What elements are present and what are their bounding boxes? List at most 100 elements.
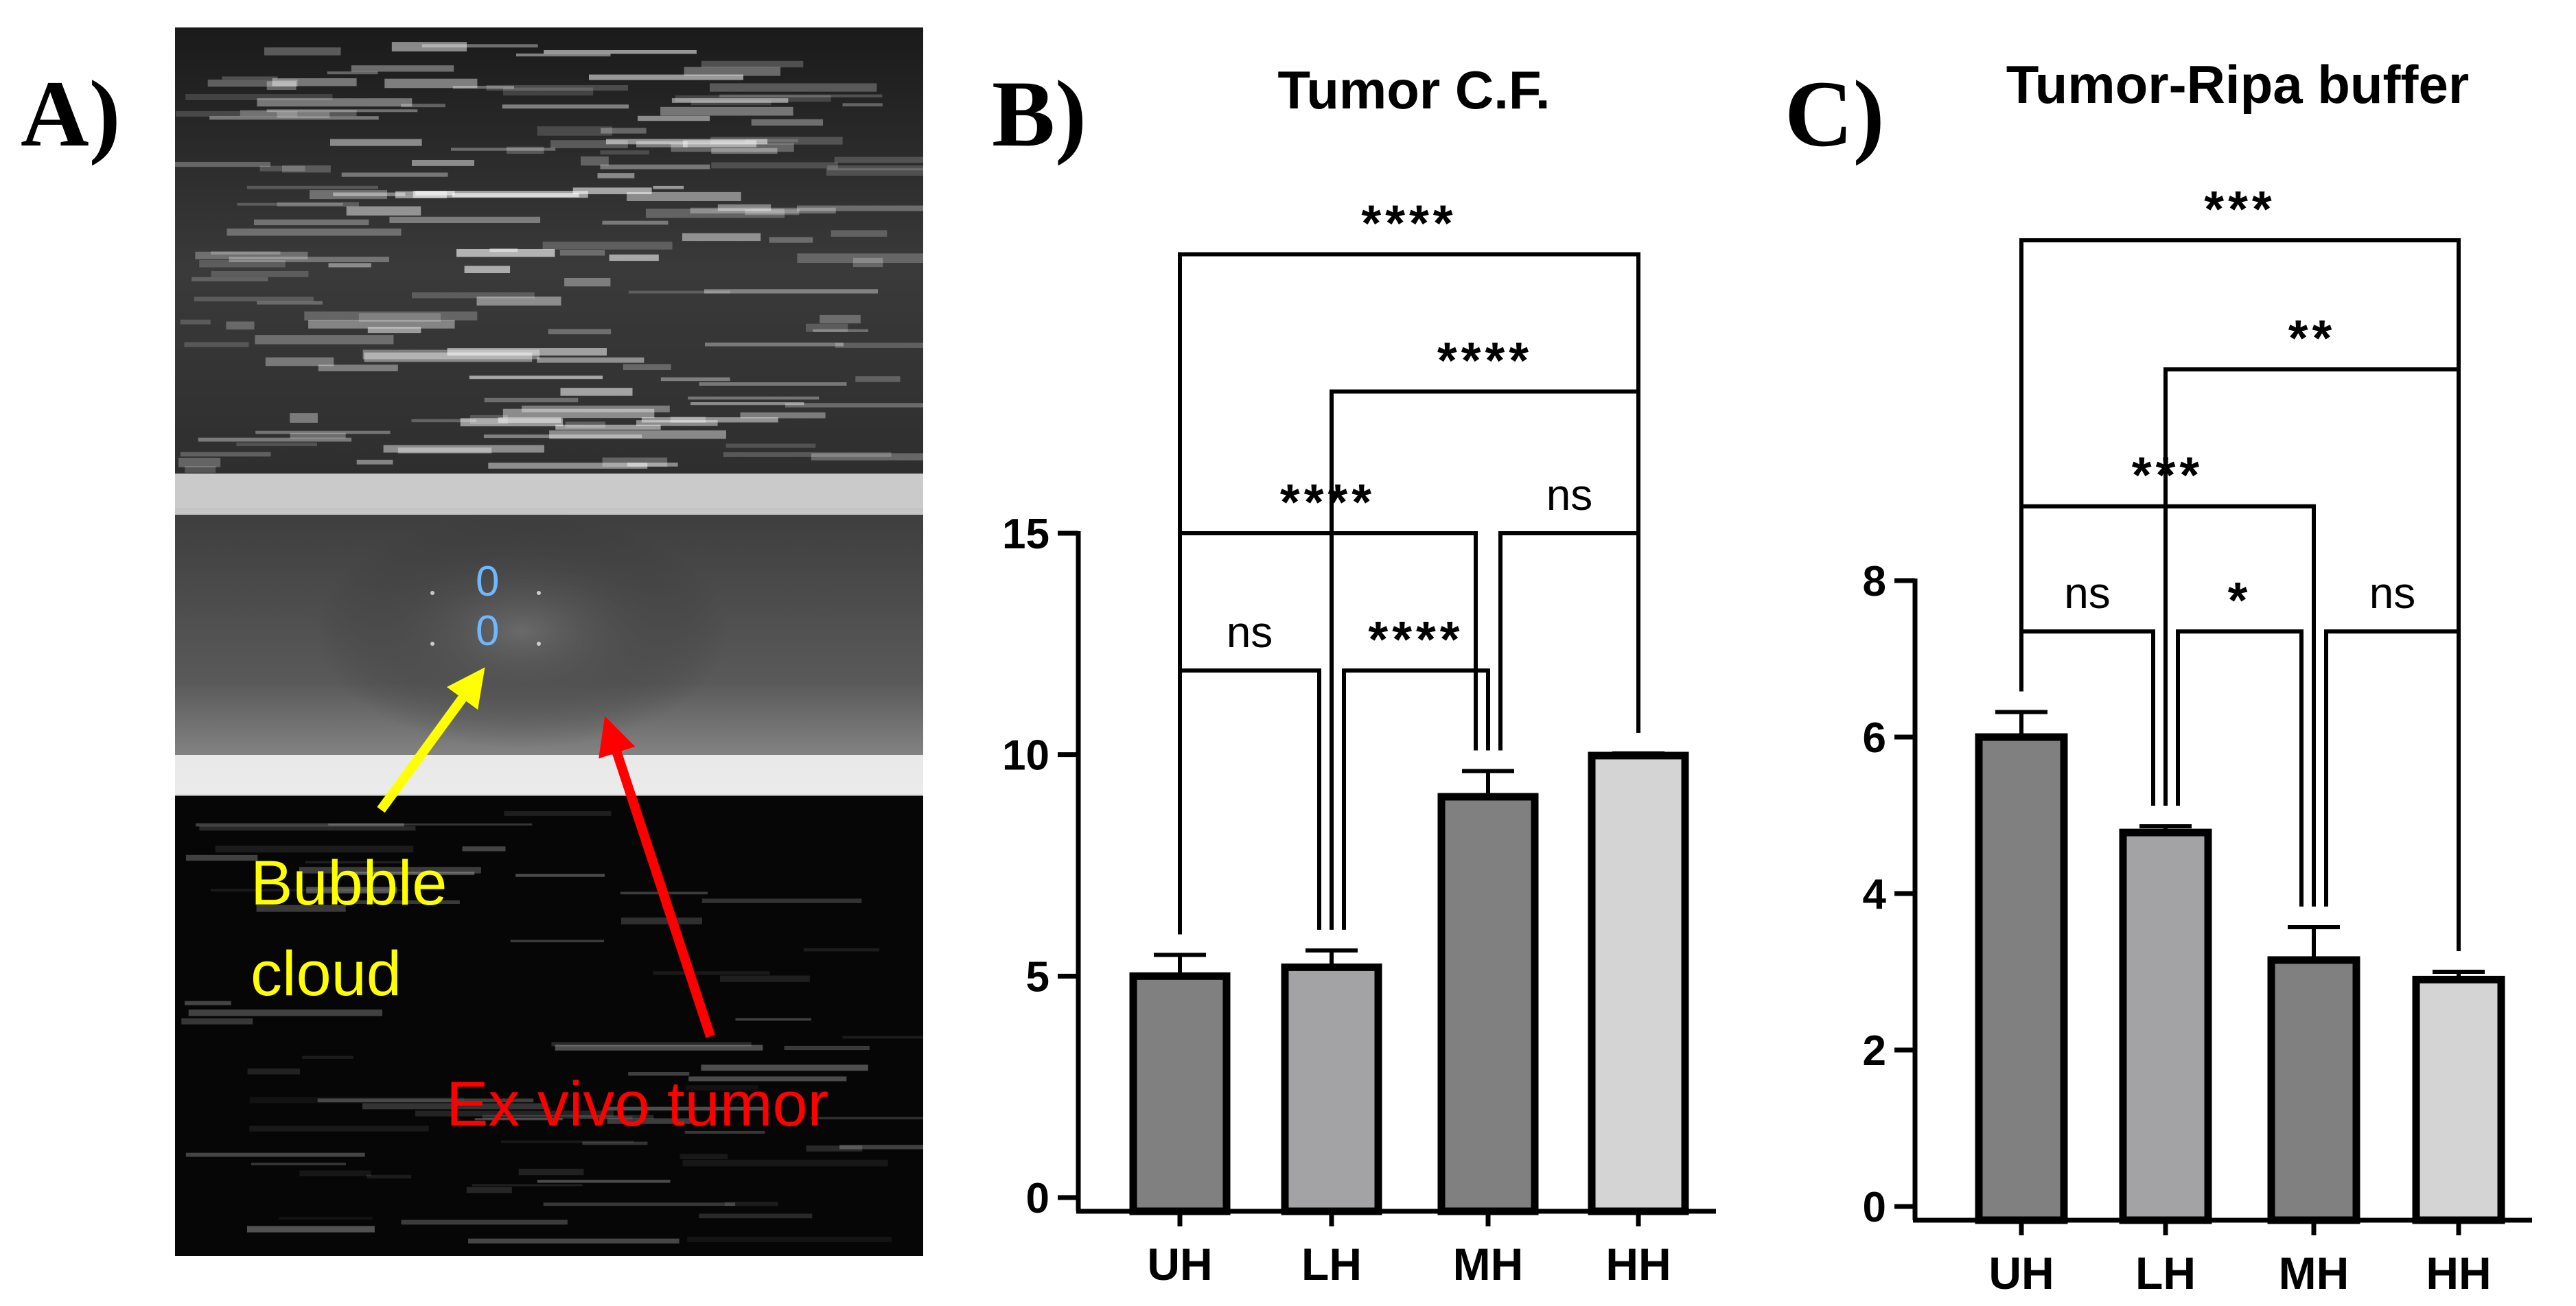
speckle-streak — [351, 65, 454, 72]
speckle-streak — [299, 1170, 371, 1176]
speckle-streak — [192, 277, 268, 281]
ex-vivo-tumor-label: Ex vivo tumor — [446, 1069, 828, 1139]
speckle-streak — [308, 320, 455, 329]
x-tick-label: LH — [1301, 1239, 1362, 1290]
speckle-streak — [705, 342, 844, 347]
speckle-streak — [510, 940, 604, 942]
x-tick-label: MH — [1453, 1239, 1524, 1290]
significance-bracket — [1498, 531, 1640, 751]
speckle-streak — [342, 872, 475, 876]
speckle-streak — [290, 432, 346, 439]
speckle-streak — [660, 377, 730, 382]
speckle-streak — [265, 357, 334, 366]
significance-label: ns — [1546, 470, 1593, 520]
speckle-streak — [811, 1117, 923, 1120]
speckle-streak — [456, 249, 555, 257]
speckle-streak — [451, 148, 556, 151]
ultrasound-lower-zone — [175, 796, 923, 1256]
panel-a-label: A) — [21, 61, 121, 166]
panel-a: A) 0 0 Bubble cloud Ex vivo tumor — [21, 27, 923, 1256]
panel-b: B) Tumor C.F. 0 5 10 15 UH LH MH HH ns **** **** ns *… — [992, 60, 1716, 1290]
speckle-streak — [784, 1045, 870, 1051]
speckle-streak — [462, 846, 506, 852]
significance-label: **** — [1280, 474, 1376, 530]
speckle-streak — [318, 364, 398, 371]
speckle-streak — [660, 106, 793, 116]
speckle-streak — [518, 1169, 584, 1176]
speckle-streak — [549, 430, 726, 439]
y-tick-label: 15 — [1002, 511, 1049, 558]
speckle-streak — [278, 1216, 373, 1220]
speckle-streak — [811, 453, 923, 460]
speckle-streak — [653, 971, 770, 975]
speckle-streak — [516, 54, 611, 57]
speckle-streak — [452, 86, 514, 89]
speckle-streak — [464, 266, 511, 273]
speckle-streak — [797, 253, 923, 263]
bar-hh — [2412, 975, 2505, 1224]
speckle-streak — [266, 109, 418, 113]
speckle-streak — [247, 1068, 301, 1075]
speckle-streak — [723, 452, 892, 457]
speckle-streak — [688, 1076, 847, 1082]
significance-label: **** — [1361, 194, 1457, 251]
speckle-streak — [364, 352, 533, 362]
speckle-streak — [251, 1163, 346, 1165]
speckle-streak — [834, 156, 923, 163]
speckle-streak — [827, 165, 923, 171]
speckle-streak — [726, 443, 816, 448]
significance-label: ns — [2369, 568, 2416, 618]
y-tick-label: 0 — [1026, 1175, 1049, 1222]
speckle-streak — [555, 1045, 763, 1051]
speckle-streak — [724, 1202, 778, 1206]
speckle-streak — [185, 94, 333, 100]
speckle-streak — [691, 402, 804, 406]
speckle-streak — [627, 463, 678, 467]
speckle-streak — [500, 1140, 634, 1143]
ultrasound-boundary — [175, 474, 923, 515]
tumor-arrow — [599, 716, 715, 1038]
speckle-streak — [686, 1085, 758, 1091]
speckle-streak — [735, 1018, 811, 1021]
speckle-streak — [701, 1064, 868, 1071]
speckle-streak — [236, 442, 317, 447]
speckle-streak — [211, 271, 309, 277]
speckle-streak — [257, 301, 323, 305]
bar-hh — [1588, 751, 1689, 1215]
speckle-streak — [820, 314, 861, 324]
speckle-streak — [537, 357, 645, 363]
speckle-streak — [185, 466, 216, 473]
speckle-streak — [701, 898, 862, 903]
bubble-cloud-label-line2: cloud — [251, 939, 402, 1009]
speckle-streak — [826, 168, 923, 176]
bar-mh — [1437, 793, 1539, 1215]
speckle-streak — [831, 230, 887, 237]
speckle-streak — [502, 408, 655, 419]
ultrasound-bright-band — [175, 755, 923, 795]
chart-title: Tumor C.F. — [1277, 60, 1550, 120]
x-tick-label: LH — [2135, 1248, 2196, 1298]
speckle-streak — [600, 164, 710, 170]
speckle-streak — [195, 251, 308, 259]
speckle-streak — [628, 1072, 690, 1076]
y-tick-label: 8 — [1863, 558, 1886, 605]
speckle-streak — [544, 50, 697, 54]
speckle-streak — [559, 250, 605, 256]
speckle-streak — [198, 437, 351, 442]
speckle-streak — [551, 1042, 752, 1047]
speckle-streak — [362, 349, 540, 360]
x-tick-label: UH — [1147, 1239, 1212, 1290]
speckle-streak — [503, 87, 594, 96]
speckle-streak — [601, 128, 647, 134]
chart-title: Tumor-Ripa buffer — [2006, 54, 2470, 115]
speckle-streak — [623, 364, 671, 370]
speckle-streak — [720, 975, 810, 982]
speckle-streak — [255, 430, 391, 434]
speckle-streak — [383, 445, 544, 453]
speckle-streak — [181, 1018, 253, 1025]
speckle-streak — [341, 172, 448, 177]
ultrasound-lower-speckle — [181, 811, 923, 1244]
speckle-streak — [255, 335, 394, 345]
speckle-streak — [803, 948, 880, 952]
